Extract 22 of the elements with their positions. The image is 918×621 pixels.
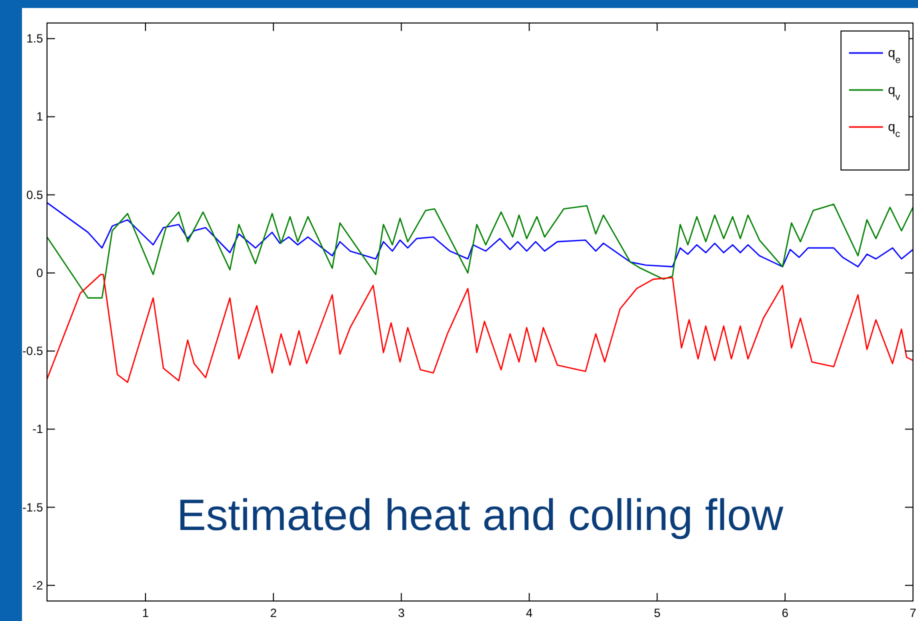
x-tick-label: 4 [526,606,533,620]
legend-label: q$_{v}$ [888,82,900,102]
legend-label: q$_{e}$ [888,45,901,66]
y-tick-label: -1 [32,422,44,436]
line-series [47,204,913,299]
x-tick-label: 7 [910,606,917,620]
line-series [47,274,913,383]
y-tick-label: -2 [32,578,44,592]
y-tick-label: -0.5 [22,344,44,358]
legend-label: q$_{c}$ [888,119,900,140]
annotation: Estimated heat and colling flow [176,491,784,540]
y-tick-label: -1.5 [22,500,44,514]
line-series [47,202,913,268]
y-tick-label: 1.5 [26,32,44,46]
x-tick-label: 1 [142,606,150,620]
y-tick-label: 0 [36,266,44,280]
x-tick-label: 5 [654,606,661,620]
x-tick-label: 2 [270,606,278,620]
y-tick-label: 1 [36,110,44,124]
x-tick-label: 3 [398,606,405,620]
y-tick-label: 0.5 [26,188,44,202]
x-tick-label: 6 [782,606,789,620]
